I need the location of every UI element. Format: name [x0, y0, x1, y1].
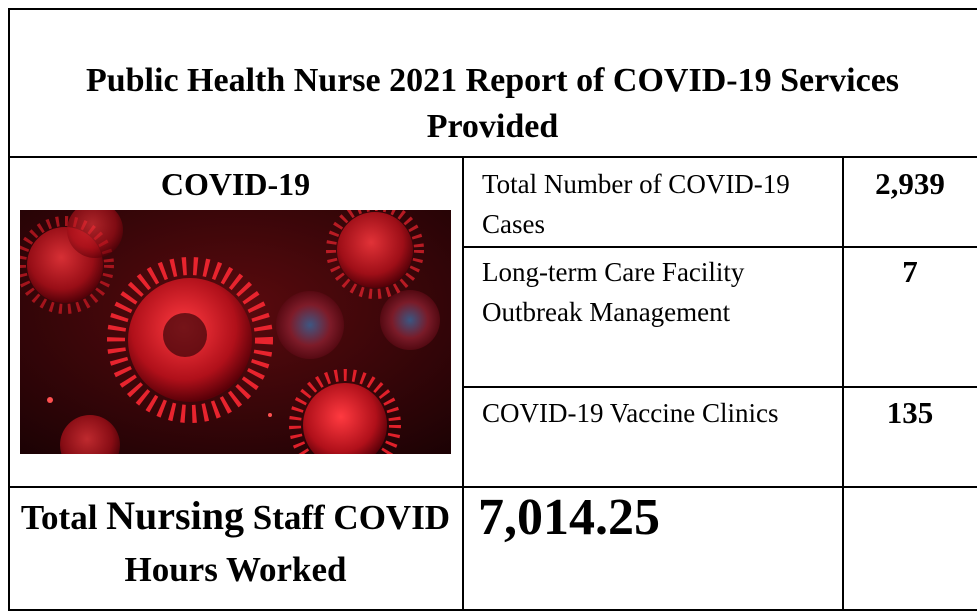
image-heading: COVID-19	[8, 166, 463, 203]
border	[842, 156, 844, 611]
row-value: 135	[843, 395, 977, 431]
border	[8, 8, 977, 10]
border	[462, 386, 977, 388]
border	[8, 609, 977, 611]
virus-image	[20, 210, 451, 454]
border	[462, 246, 977, 248]
row-value: 2,939	[843, 166, 977, 202]
row-label: COVID-19 Vaccine Clinics	[482, 393, 832, 433]
total-label-part: Nursing	[106, 493, 244, 538]
total-label-part: Total	[21, 498, 98, 537]
page: Public Health Nurse 2021 Report of COVID…	[0, 0, 977, 613]
border	[8, 156, 977, 158]
total-value: 7,014.25	[478, 488, 660, 547]
title: Public Health Nurse 2021 Report of COVID…	[8, 58, 977, 150]
row-label: Total Number of COVID-19 Cases	[482, 164, 832, 244]
row-label: Long-term Care Facility Outbreak Managem…	[482, 252, 832, 332]
total-label: Total Nursing Staff COVID Hours Worked	[8, 490, 463, 596]
row-value: 7	[843, 254, 977, 290]
